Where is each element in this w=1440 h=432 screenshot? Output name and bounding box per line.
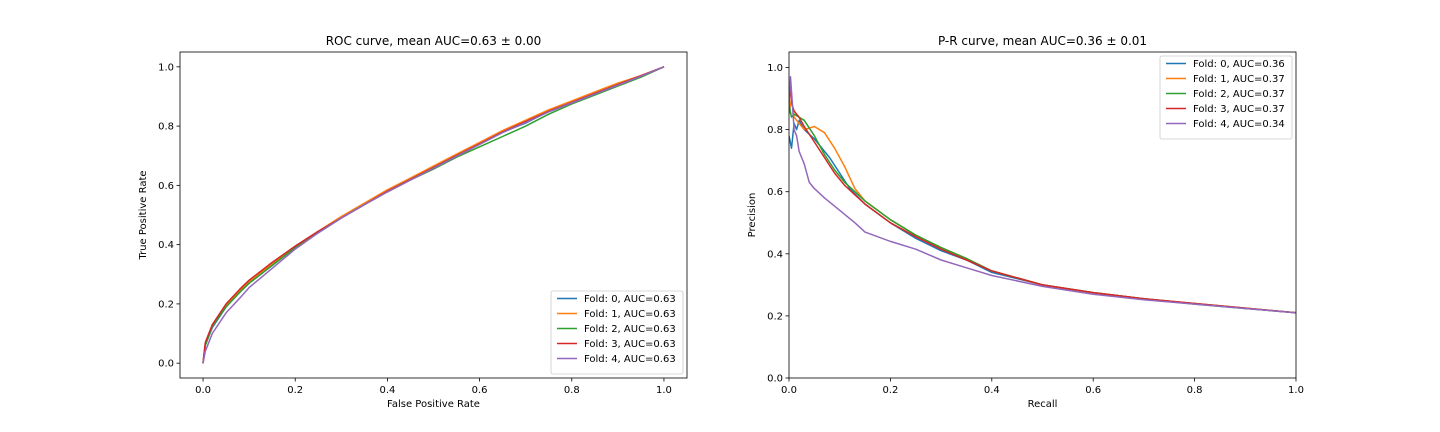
y-tick-label: 1.0 xyxy=(158,62,174,73)
chart-title: P-R curve, mean AUC=0.36 ± 0.01 xyxy=(938,34,1147,48)
y-tick-label: 0.2 xyxy=(767,311,783,322)
legend-box xyxy=(1159,55,1293,140)
series-group xyxy=(202,66,665,364)
chart-title: ROC curve, mean AUC=0.63 ± 0.00 xyxy=(326,34,542,48)
series-line-0 xyxy=(789,119,1296,314)
legend-entry: Fold: 2, AUC=0.63 xyxy=(584,324,676,335)
y-tick-label: 0.8 xyxy=(767,125,783,136)
x-axis-label: False Positive Rate xyxy=(387,399,480,410)
x-tick-label: 0.0 xyxy=(781,385,797,396)
y-tick-label: 0.0 xyxy=(158,359,174,370)
x-tick-label: 1.0 xyxy=(656,385,672,396)
series-line-4 xyxy=(202,66,665,364)
legend-entry: Fold: 2, AUC=0.37 xyxy=(1193,89,1285,100)
y-tick-label: 0.8 xyxy=(158,122,174,133)
x-tick-label: 0.6 xyxy=(472,385,488,396)
legend-entry: Fold: 1, AUC=0.37 xyxy=(1193,74,1285,85)
y-axis-label: True Positive Rate xyxy=(138,170,149,260)
y-tick-label: 0.0 xyxy=(767,374,783,385)
series-line-4 xyxy=(789,76,1296,314)
x-tick-label: 0.0 xyxy=(195,385,211,396)
x-tick-label: 1.0 xyxy=(1288,385,1304,396)
axes-frame xyxy=(788,51,1297,379)
x-tick-label: 0.4 xyxy=(984,385,1000,396)
chart-1: P-R curve, mean AUC=0.36 ± 0.01 0.0 0.2 0.4… xyxy=(747,34,1304,410)
series-group xyxy=(789,76,1296,314)
legend: Fold: 0, AUC=0.36 Fold: 1, AUC=0.37 Fold: … xyxy=(1159,55,1293,140)
legend-entry: Fold: 3, AUC=0.63 xyxy=(584,339,676,350)
y-tick-label: 0.2 xyxy=(158,299,174,310)
y-tick-label: 0.6 xyxy=(767,187,783,198)
x-tick-label: 0.2 xyxy=(287,385,303,396)
y-tick-label: 0.4 xyxy=(767,249,783,260)
legend-entry: Fold: 4, AUC=0.34 xyxy=(1193,119,1285,130)
x-tick-label: 0.8 xyxy=(1187,385,1203,396)
legend-entry: Fold: 0, AUC=0.36 xyxy=(1193,59,1285,70)
y-tick-label: 1.0 xyxy=(767,63,783,74)
x-tick-label: 0.6 xyxy=(1085,385,1101,396)
legend-entry: Fold: 4, AUC=0.63 xyxy=(584,354,676,365)
chart-0: ROC curve, mean AUC=0.63 ± 0.00 0.0 0.2 0.4… xyxy=(138,34,688,410)
y-tick-label: 0.4 xyxy=(158,240,174,251)
axes-frame xyxy=(179,51,688,379)
y-tick-label: 0.6 xyxy=(158,181,174,192)
legend: Fold: 0, AUC=0.63 Fold: 1, AUC=0.63 Fold: … xyxy=(550,290,684,375)
legend-entry: Fold: 3, AUC=0.37 xyxy=(1193,104,1285,115)
y-axis-label: Precision xyxy=(747,193,758,238)
legend-box xyxy=(550,290,684,375)
series-line-3 xyxy=(789,88,1296,314)
legend-entry: Fold: 1, AUC=0.63 xyxy=(584,309,676,320)
series-line-1 xyxy=(202,66,665,364)
x-tick-label: 0.8 xyxy=(564,385,580,396)
legend-entry: Fold: 0, AUC=0.63 xyxy=(584,294,676,305)
x-axis-label: Recall xyxy=(1028,399,1058,410)
x-tick-label: 0.4 xyxy=(379,385,395,396)
x-tick-label: 0.2 xyxy=(882,385,898,396)
